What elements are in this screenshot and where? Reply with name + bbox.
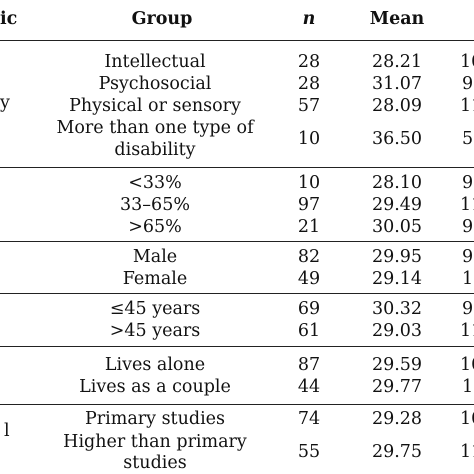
group-cell: Male [133,246,177,268]
sd-cell: 1 [462,268,473,290]
n-cell: 28 [298,51,320,73]
group-cell: Lives as a couple [79,376,231,398]
mean-cell: 29.49 [372,194,422,216]
group-cell-continued: studies [123,452,186,474]
group-cell: <33% [128,172,182,194]
n-cell: 97 [298,194,320,216]
group-cell: ≤45 years [110,298,201,320]
mean-cell: 29.59 [372,354,422,376]
sd-cell: 11 [460,320,474,342]
n-cell: 44 [298,376,320,398]
header-mean: Mean [370,8,425,30]
mean-cell: 28.09 [372,95,422,117]
section-rule [0,293,474,294]
sd-cell: 9 [462,73,473,95]
group-cell: >65% [128,216,182,238]
group-cell: Psychosocial [99,73,212,95]
mean-cell: 28.10 [372,172,422,194]
header-n: n [303,8,316,30]
group-cell: Primary studies [85,408,225,430]
sd-cell: 9 [462,298,473,320]
group-cell: >45 years [110,320,201,342]
sd-cell: 11 [460,194,474,216]
mean-cell: 28.21 [372,51,422,73]
mean-cell: 29.77 [372,376,422,398]
section-rule [0,167,474,168]
section-rule [0,346,474,347]
sd-cell: 9 [462,216,473,238]
n-cell: 10 [298,128,320,150]
sd-cell: 10 [460,51,474,73]
mean-cell: 29.75 [372,441,422,463]
sd-cell: 9 [462,172,473,194]
section-rule [0,241,474,242]
sd-cell: 11 [460,441,474,463]
mean-cell: 29.95 [372,246,422,268]
group-cell: 33–65% [120,194,190,216]
sd-cell: 1 [462,376,473,398]
section-rule [0,404,474,405]
n-cell: 57 [298,95,320,117]
row-label-fragment: y [0,92,10,114]
group-cell: More than one type of [56,117,253,139]
mean-cell: 29.14 [372,268,422,290]
n-cell: 74 [298,408,320,430]
n-cell: 61 [298,320,320,342]
n-cell: 87 [298,354,320,376]
n-cell: 10 [298,172,320,194]
mean-cell: 29.03 [372,320,422,342]
n-cell: 49 [298,268,320,290]
n-cell: 82 [298,246,320,268]
group-cell: Lives alone [105,354,205,376]
mean-cell: 36.50 [372,128,422,150]
group-cell: Female [123,268,188,290]
sd-cell: 10 [460,354,474,376]
mean-cell: 30.05 [372,216,422,238]
n-cell: 55 [298,441,320,463]
mean-cell: 31.07 [372,73,422,95]
sd-cell: 10 [460,408,474,430]
sd-cell: 5 [462,128,473,150]
sd-cell: 11 [460,95,474,117]
group-cell: Higher than primary [63,431,247,453]
n-cell: 21 [298,216,320,238]
group-cell: Physical or sensory [69,95,241,117]
n-cell: 69 [298,298,320,320]
header-rule [0,40,474,41]
mean-cell: 29.28 [372,408,422,430]
header-group: Group [132,8,193,30]
group-cell: Intellectual [104,51,205,73]
n-cell: 28 [298,73,320,95]
row-label-fragment: l [4,420,10,442]
sd-cell: 9 [462,246,473,268]
mean-cell: 30.32 [372,298,422,320]
header-characteristic-fragment: ic [0,8,17,30]
group-cell-continued: disability [114,139,195,161]
